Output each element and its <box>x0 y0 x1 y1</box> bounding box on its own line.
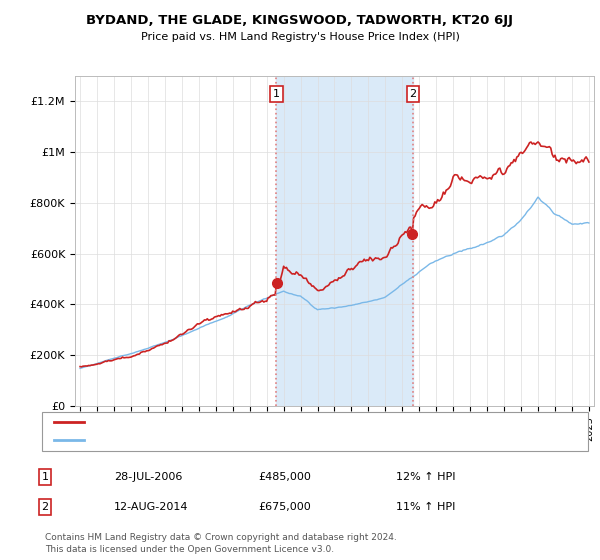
Text: £675,000: £675,000 <box>258 502 311 512</box>
Text: 2: 2 <box>41 502 49 512</box>
Text: 1: 1 <box>273 89 280 99</box>
Text: 12% ↑ HPI: 12% ↑ HPI <box>396 472 455 482</box>
Bar <box>277 76 413 406</box>
Text: BYDAND, THE GLADE, KINGSWOOD, TADWORTH, KT20 6JJ (detached house): BYDAND, THE GLADE, KINGSWOOD, TADWORTH, … <box>90 417 482 427</box>
Text: 12-AUG-2014: 12-AUG-2014 <box>114 502 188 512</box>
Text: 1: 1 <box>41 472 49 482</box>
Text: £485,000: £485,000 <box>258 472 311 482</box>
Text: 11% ↑ HPI: 11% ↑ HPI <box>396 502 455 512</box>
Text: 2: 2 <box>409 89 416 99</box>
Text: BYDAND, THE GLADE, KINGSWOOD, TADWORTH, KT20 6JJ: BYDAND, THE GLADE, KINGSWOOD, TADWORTH, … <box>86 14 514 27</box>
Text: Contains HM Land Registry data © Crown copyright and database right 2024.: Contains HM Land Registry data © Crown c… <box>45 533 397 542</box>
Text: 28-JUL-2006: 28-JUL-2006 <box>114 472 182 482</box>
Text: HPI: Average price, detached house, Reigate and Banstead: HPI: Average price, detached house, Reig… <box>90 435 398 445</box>
Text: Price paid vs. HM Land Registry's House Price Index (HPI): Price paid vs. HM Land Registry's House … <box>140 32 460 43</box>
Text: This data is licensed under the Open Government Licence v3.0.: This data is licensed under the Open Gov… <box>45 545 334 554</box>
